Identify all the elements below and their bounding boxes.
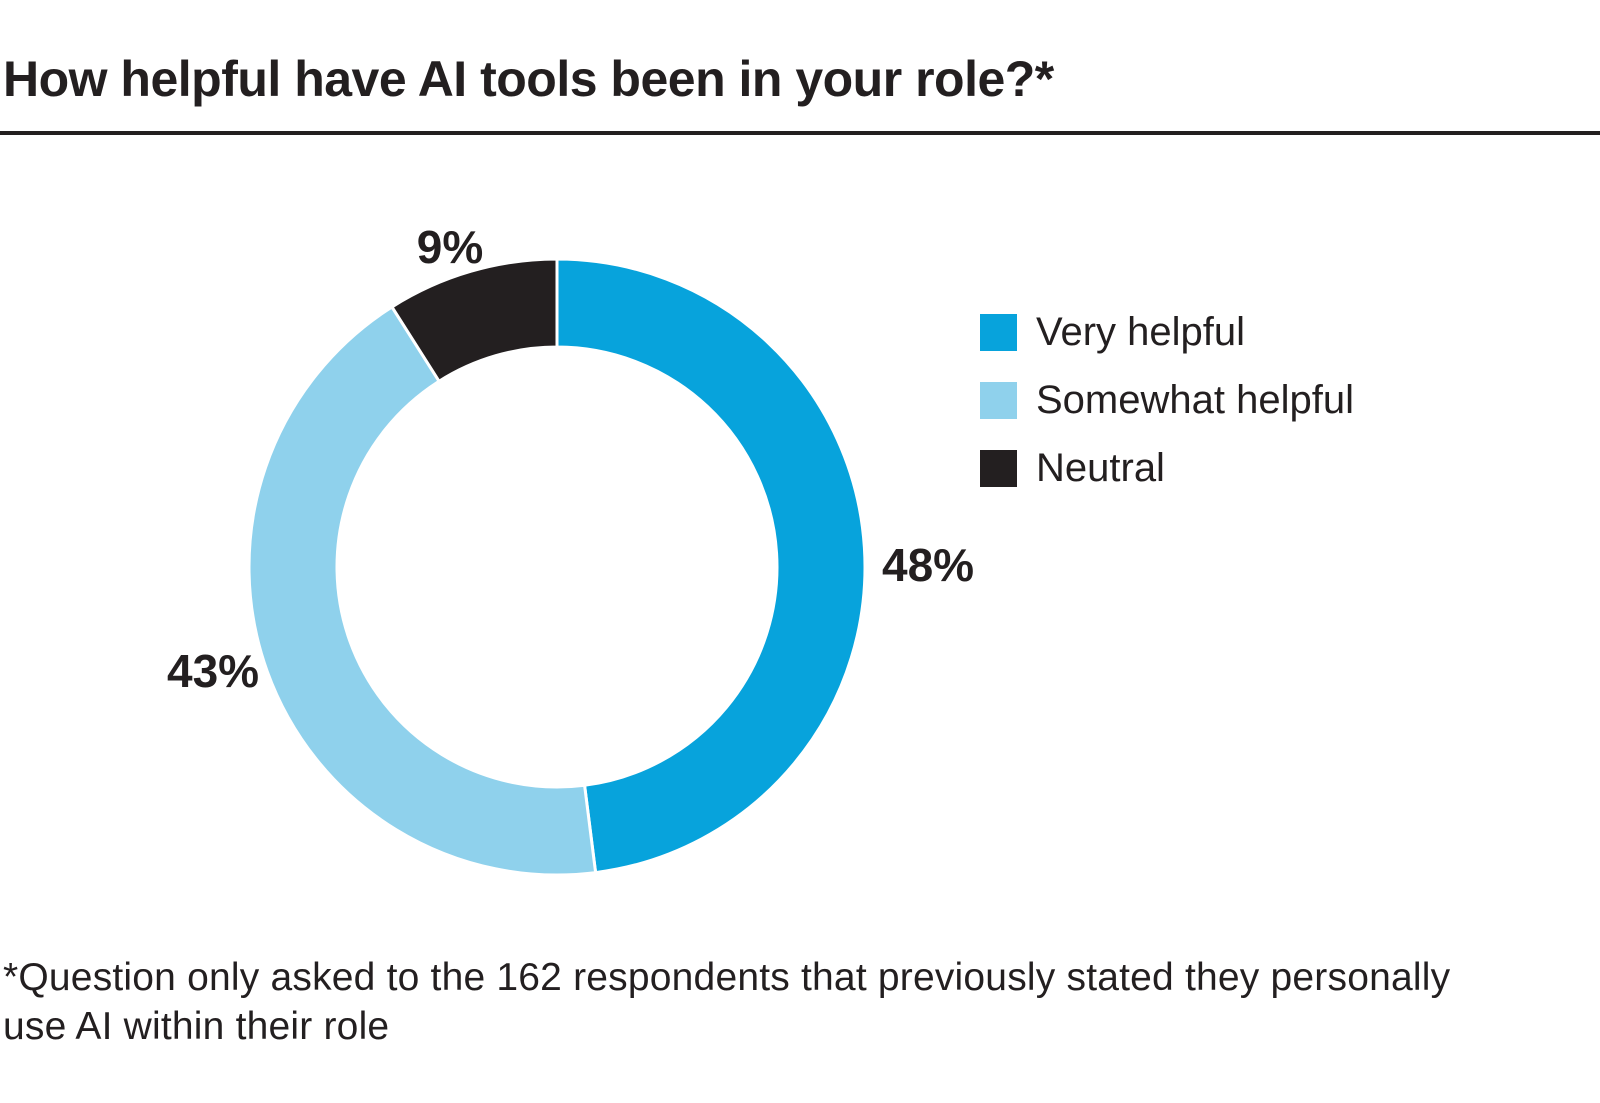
legend-item-somewhat-helpful: Somewhat helpful [980,378,1354,422]
legend-label-neutral: Neutral [1036,445,1165,490]
donut-segment-neutral [389,257,559,384]
donut-segment-somewhat-helpful [247,304,598,877]
legend-item-very-helpful: Very helpful [980,310,1354,354]
data-label-somewhat-helpful: 43% [167,645,260,697]
legend-label-somewhat-helpful: Somewhat helpful [1036,377,1354,422]
data-label-very-helpful: 48% [882,539,975,591]
legend-swatch-very-helpful [980,313,1017,351]
footnote-line-1: *Question only asked to the 162 responde… [3,956,1451,999]
legend: Very helpful Somewhat helpful Neutral [980,310,1354,517]
legend-swatch-neutral [980,449,1017,487]
chart-title: How helpful have AI tools been in your r… [3,51,1054,107]
footnote: *Question only asked to the 162 responde… [3,953,1450,1051]
data-label-neutral: 9% [416,221,484,273]
donut-segment-very-helpful [555,257,867,875]
footnote-line-2: use AI within their role [3,1005,390,1048]
legend-swatch-somewhat-helpful [980,381,1017,419]
legend-label-very-helpful: Very helpful [1036,309,1246,354]
legend-item-neutral: Neutral [980,446,1354,490]
title-divider [0,131,1600,135]
